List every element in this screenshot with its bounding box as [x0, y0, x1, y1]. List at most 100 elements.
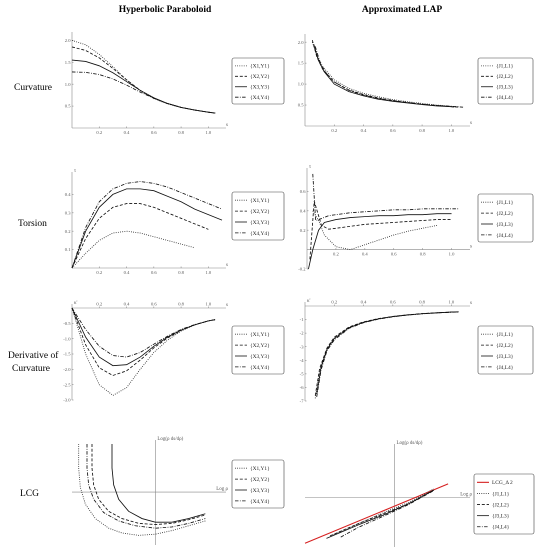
x-tick-label: 0.4 [124, 302, 130, 307]
legend-label: {J4,L4} [492, 525, 510, 531]
x-tick-label: 0.4 [124, 270, 130, 275]
legend-box [231, 325, 285, 375]
x-axis-label: s [470, 245, 472, 250]
y-tick-label: -7 [300, 399, 305, 404]
legend-box [477, 57, 534, 105]
chart-hp-torsion: 0.2 0.4 0.6 0.8 1.0 0.1 0.2 0.3 0.4 s τ {X1,Y1} {X2,… [65, 169, 285, 275]
series-line [111, 444, 206, 523]
chart-lap-curvature: 0.2 0.4 0.6 0.8 1.0 0.5 1.0 1.5 2.0 s {J1,L1} {J2,L… [298, 34, 534, 133]
legend-label: {X4,Y4} [250, 95, 270, 101]
legend-label: {J2,L2} [492, 502, 510, 508]
series-line [304, 483, 449, 544]
legend-label: {X1,Y1} [250, 64, 270, 70]
legend: {X1,Y1} {X2,Y2} {X3,Y3} {X4,Y4} [231, 325, 285, 375]
legend-label: {J3,L3} [492, 514, 510, 520]
legend-box [231, 57, 285, 105]
y-tick-label: -5 [300, 371, 305, 376]
x-tick-label: 0.8 [419, 128, 425, 133]
y-tick-label: -1.0 [63, 336, 71, 341]
legend-box [231, 191, 285, 241]
x-tick-label: 0.2 [331, 128, 337, 133]
series-line [71, 203, 209, 269]
legend-label: {X3,Y3} [250, 85, 270, 91]
legend-box [473, 473, 535, 535]
legend-label: {X2,Y2} [250, 209, 270, 215]
legend-label: {X2,Y2} [250, 343, 270, 349]
x-tick-label: 0.8 [178, 130, 184, 135]
y-tick-label: 0.3 [65, 210, 71, 215]
y-tick-label: 2.0 [65, 38, 71, 43]
y-tick-label: -3.0 [63, 398, 71, 403]
x-tick-label: 1.0 [205, 130, 211, 135]
y-tick-label: -0.5 [63, 321, 71, 326]
series-line [86, 444, 206, 529]
row-label-derivative-2: Curvature [12, 364, 50, 374]
series-line [314, 311, 459, 399]
legend-label: {X1,Y1} [250, 198, 270, 204]
legend-label: {X4,Y4} [250, 365, 270, 371]
legend-label: {X3,Y3} [250, 220, 270, 226]
series-line [71, 71, 216, 114]
legend: LCG_Δ 2 {J1,L1} {J2,L2} {J3,L3} {J4,L4} [473, 473, 535, 535]
series-line [71, 307, 216, 396]
y-axis-label: Log(ρ ds/dρ) [157, 437, 183, 442]
y-tick-label: 1.5 [298, 61, 304, 66]
y-tick-label: -6 [300, 385, 305, 390]
series-line [308, 213, 452, 270]
legend-label: {J3,L3} [496, 85, 514, 91]
series-line [91, 444, 206, 525]
series-line [71, 188, 223, 269]
legend-label: {X2,Y2} [250, 74, 270, 80]
legend-label: {X4,Y4} [250, 231, 270, 237]
legend-label: {J1,L1} [496, 332, 514, 338]
x-tick-label: 0.4 [361, 128, 367, 133]
series-line [312, 210, 438, 251]
chart-hp-derivative: 0.2 0.4 0.6 0.8 1.0 -0.5 -1.0 -1.5 -2.0 -2.5 -3.0 s… [63, 301, 285, 403]
legend-label: {J4,L4} [496, 233, 514, 239]
y-tick-label: -4 [300, 358, 305, 363]
y-axis-label: κ' [307, 299, 311, 304]
column-title-hyperbolic: Hyperbolic Paraboloid [119, 5, 212, 15]
chart-lap-lcg: Log ρ Log(ρ ds/dρ) LCG_Δ 2 {J1,L1} {J2,L2} {J… [304, 441, 535, 547]
x-tick-label: 0.6 [390, 300, 396, 305]
y-tick-label: 0.4 [300, 208, 306, 213]
x-tick-label: 1.0 [449, 252, 455, 257]
series-line [311, 39, 459, 108]
legend-label: {J2,L2} [496, 343, 514, 349]
series-line [329, 489, 435, 537]
legend-label: {J4,L4} [496, 95, 514, 101]
x-tick-label: 1.0 [448, 300, 454, 305]
x-tick-label: 0.2 [96, 270, 102, 275]
chart-lap-torsion: 0.2 0.4 0.6 0.8 1.0 -0.2 0.2 0.4 0.6 s τ {J1,L1} {J2… [298, 165, 534, 272]
legend-label: {X3,Y3} [250, 488, 270, 494]
x-tick-label: 0.2 [333, 252, 339, 257]
legend-label: {J2,L2} [496, 74, 514, 80]
series-line [314, 46, 464, 108]
x-axis-label: s [226, 303, 228, 308]
y-tick-label: 1.5 [65, 60, 71, 65]
series-line [314, 311, 459, 396]
legend: {J1,L1} {J2,L2} {J3,L3} {J4,L4} [477, 325, 534, 375]
legend-box [477, 325, 534, 375]
x-tick-label: 1.0 [205, 270, 211, 275]
legend: {J1,L1} {J2,L2} {J3,L3} {J4,L4} [477, 193, 534, 243]
series-line [71, 230, 195, 269]
series-line [71, 46, 216, 114]
x-tick-label: 0.8 [420, 252, 426, 257]
legend: {X1,Y1} {X2,Y2} {X3,Y3} {X4,Y4} [231, 191, 285, 241]
legend-label: LCG_Δ 2 [492, 480, 513, 486]
series-line [326, 489, 435, 539]
x-axis-label: s [226, 263, 228, 268]
legend-label: {J4,L4} [496, 365, 514, 371]
series-line [316, 311, 459, 395]
x-axis-label: Log ρ [460, 493, 472, 498]
y-axis-label: τ [74, 169, 76, 174]
x-tick-label: 0.6 [151, 302, 157, 307]
y-tick-label: 0.5 [65, 104, 71, 109]
x-tick-label: 0.2 [96, 130, 102, 135]
x-tick-label: 0.6 [151, 270, 157, 275]
x-tick-label: 0.6 [391, 252, 397, 257]
x-axis-label: s [470, 121, 472, 126]
y-tick-label: 2.0 [298, 40, 304, 45]
